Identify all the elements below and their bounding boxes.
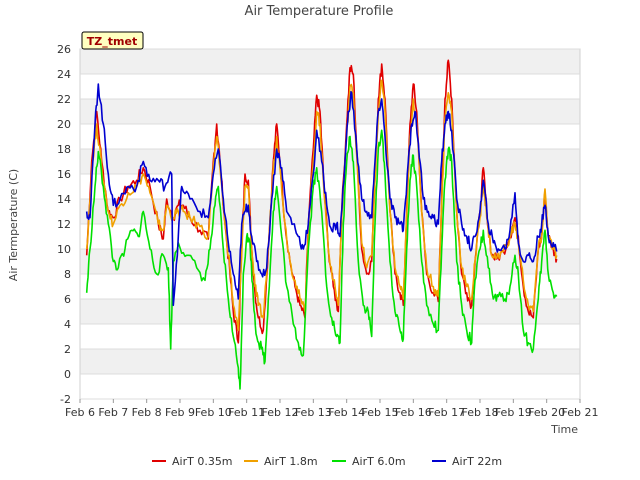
y-tick-label: -2 — [60, 393, 71, 406]
x-tick-label: Feb 11 — [228, 406, 265, 419]
y-tick-label: 0 — [64, 368, 71, 381]
station-tag-box — [81, 31, 144, 50]
x-tick-label: Feb 12 — [262, 406, 299, 419]
grid-band — [80, 199, 580, 224]
y-tick-label: 14 — [57, 193, 71, 206]
x-tick-label: Feb 20 — [528, 406, 565, 419]
x-tick-label: Feb 19 — [495, 406, 532, 419]
y-tick-label: 24 — [57, 68, 71, 81]
y-tick-label: 16 — [57, 168, 71, 181]
y-tick-label: 4 — [64, 318, 71, 331]
y-tick-label: 22 — [57, 93, 71, 106]
y-tick-label: 18 — [57, 143, 71, 156]
x-axis-label: Time — [550, 423, 578, 436]
y-tick-label: 2 — [64, 343, 71, 356]
x-tick-label: Feb 7 — [98, 406, 128, 419]
series-line-3 — [85, 129, 558, 390]
y-tick-label: 8 — [64, 268, 71, 281]
y-tick-label: 20 — [57, 118, 71, 131]
y-tick-label: 12 — [57, 218, 71, 231]
x-tick-label: Feb 10 — [195, 406, 232, 419]
legend-label: AirT 6.0m — [352, 455, 406, 468]
grid-band — [80, 349, 580, 374]
x-tick-label: Feb 15 — [362, 406, 399, 419]
grid-band — [80, 99, 580, 124]
y-tick-label: 26 — [57, 43, 71, 56]
x-tick-label: Feb 14 — [328, 406, 365, 419]
x-tick-label: Feb 17 — [428, 406, 465, 419]
legend-label: AirT 22m — [452, 455, 502, 468]
series-line-4 — [85, 83, 558, 307]
legend-label: AirT 1.8m — [264, 455, 318, 468]
station-tag-text: TZ_tmet — [87, 35, 137, 48]
x-tick-label: Feb 21 — [562, 406, 599, 419]
legend-label: AirT 0.35m — [172, 455, 233, 468]
x-tick-label: Feb 18 — [462, 406, 499, 419]
y-tick-label: 6 — [64, 293, 71, 306]
legend: AirT 0.35m AirT 1.8m AirT 6.0m AirT 22m — [152, 455, 502, 468]
chart-title: Air Temperature Profile — [245, 4, 394, 19]
x-tick-label: Feb 8 — [132, 406, 162, 419]
grid-band — [80, 49, 580, 74]
grid-band — [80, 149, 580, 174]
series-line-2 — [85, 79, 558, 332]
x-tick-label: Feb 13 — [295, 406, 332, 419]
x-tick-label: Feb 6 — [65, 406, 95, 419]
series-lines — [85, 59, 558, 390]
station-tag: TZ_tmet — [81, 31, 144, 50]
y-tick-label: 10 — [57, 243, 71, 256]
x-tick-label: Feb 9 — [165, 406, 195, 419]
gridlines — [80, 48, 580, 400]
x-tick-label: Feb 16 — [395, 406, 432, 419]
plot-background-bands — [80, 49, 580, 374]
y-axis-label: Air Termperature (C) — [7, 169, 20, 281]
